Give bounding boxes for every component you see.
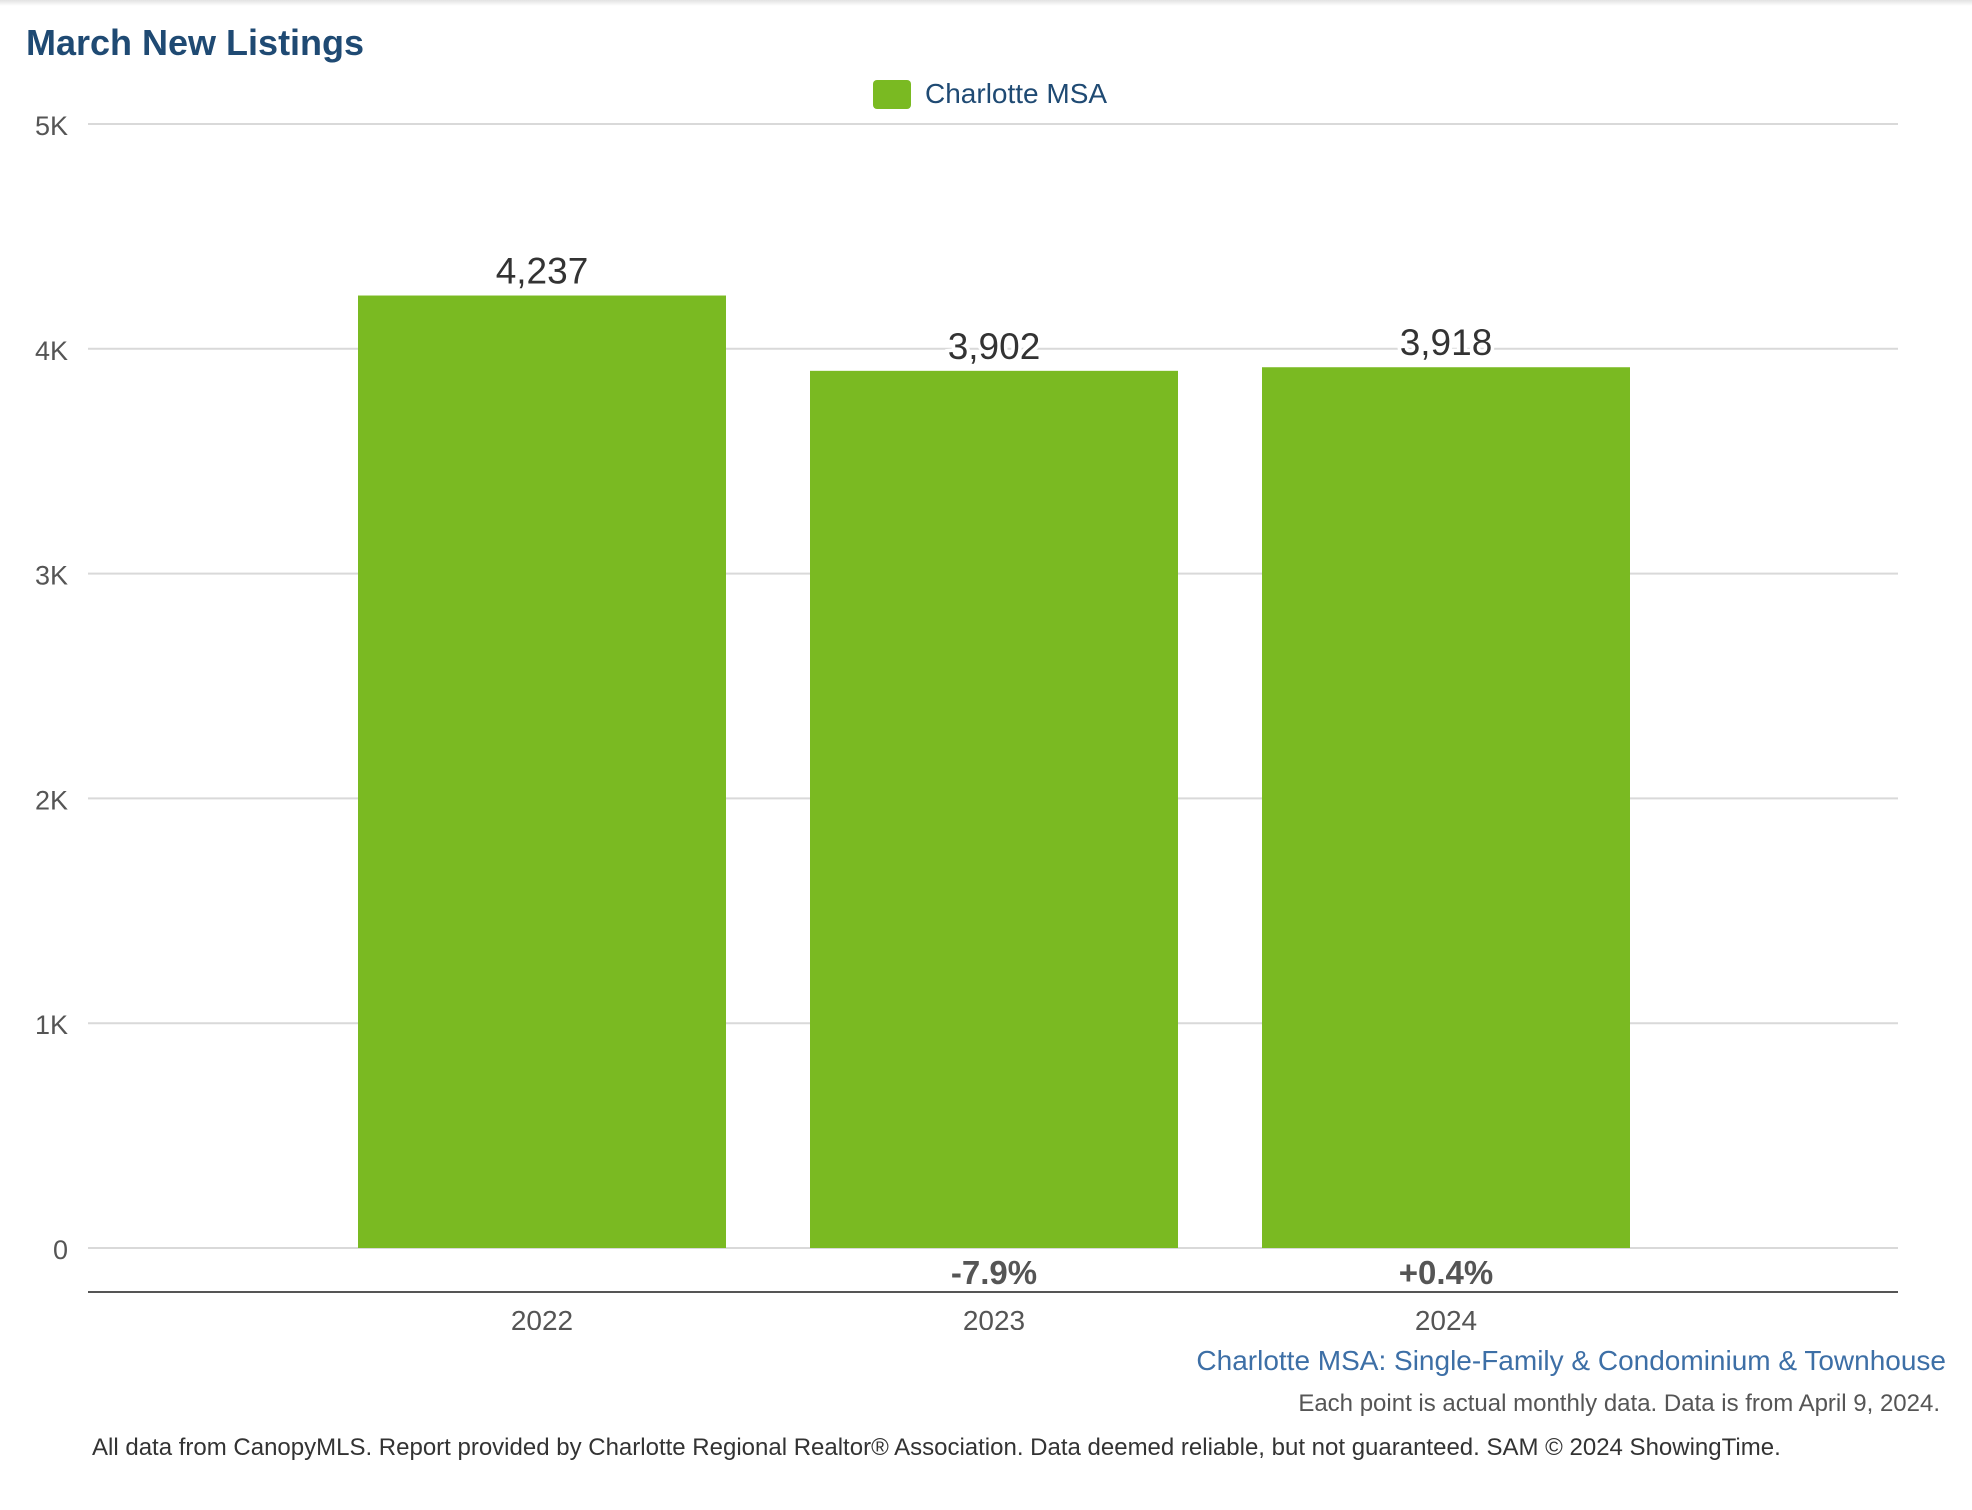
data-note: Each point is actual monthly data. Data … [1298, 1390, 1940, 1417]
change-label: +0.4% [1399, 1254, 1494, 1291]
y-tick-label: 2K [35, 785, 68, 815]
legend[interactable]: Charlotte MSA [873, 74, 1107, 114]
legend-label: Charlotte MSA [925, 78, 1108, 109]
change-labels: -7.9% +0.4% [951, 1254, 1493, 1291]
x-axis-ticks: 2022 2023 2024 [511, 1305, 1477, 1330]
data-labels: 4,237 3,902 3,918 [492, 247, 1496, 370]
bars [358, 295, 1630, 1248]
x-tick-label: 2022 [511, 1305, 573, 1330]
top-shadow [0, 0, 1972, 6]
x-tick-label: 2023 [963, 1305, 1025, 1330]
x-tick-label: 2024 [1415, 1305, 1477, 1330]
y-tick-label: 3K [35, 561, 68, 591]
chart-title: March New Listings [26, 22, 365, 63]
y-tick-label: 0 [53, 1235, 68, 1265]
chart-subtitle: Charlotte MSA: Single-Family & Condomini… [1196, 1345, 1946, 1376]
bar-chart: 0 1K 2K 3K 4K 5K 4,237 3,902 3,918 -7.9% +0.4% 2… [35, 111, 1898, 1330]
y-tick-label: 4K [35, 336, 68, 366]
bar[interactable] [1262, 367, 1630, 1248]
data-label: 3,918 [1400, 322, 1493, 363]
bar[interactable] [810, 370, 1178, 1248]
y-tick-label: 1K [35, 1010, 68, 1040]
legend-swatch [873, 79, 911, 109]
source-credit: All data from CanopyMLS. Report provided… [92, 1434, 1781, 1461]
data-label: 3,902 [948, 326, 1041, 367]
y-axis-ticks: 0 1K 2K 3K 4K 5K [35, 111, 68, 1265]
y-tick-label: 5K [35, 111, 68, 141]
data-label: 4,237 [496, 251, 589, 292]
change-label: -7.9% [951, 1254, 1037, 1291]
bar[interactable] [358, 295, 726, 1248]
